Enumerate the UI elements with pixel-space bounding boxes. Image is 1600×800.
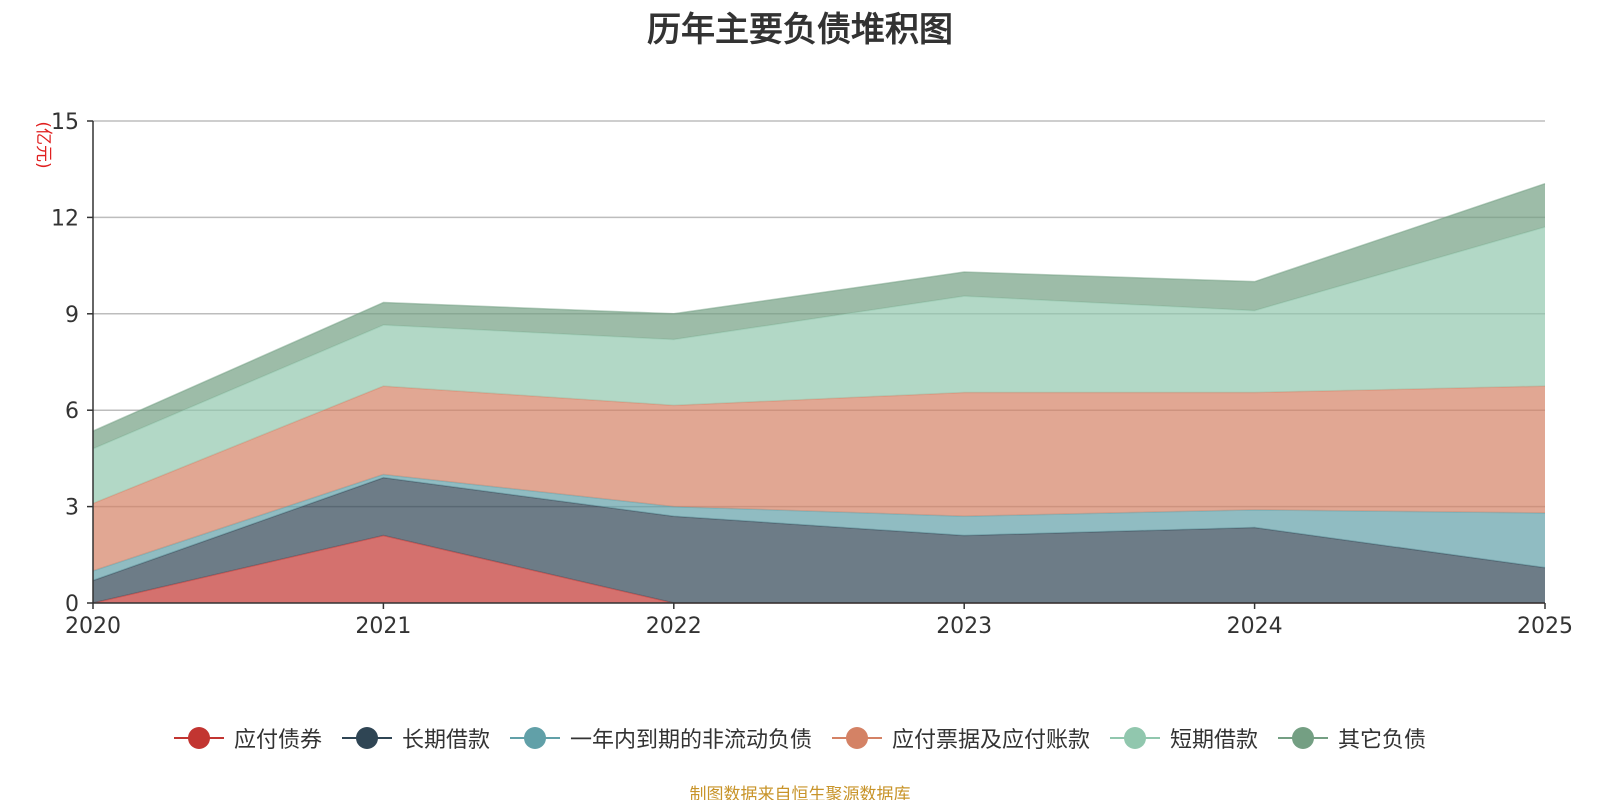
chart-title: 历年主要负债堆积图 [647, 10, 953, 50]
area-line-series-4 [92, 226, 1546, 450]
legend-label: 一年内到期的非流动负债 [569, 728, 812, 753]
legend-item-4[interactable]: 短期借款 [1110, 722, 1258, 754]
area-series-0 [93, 535, 1545, 603]
y-tick-label-6: 6 [65, 399, 79, 424]
area-line-series-5 [92, 182, 1546, 432]
legend-marker-icon [173, 727, 224, 749]
y-tick-label-9: 9 [65, 303, 79, 328]
x-tick-label-2020: 2020 [65, 614, 121, 639]
legend-item-1[interactable]: 长期借款 [341, 722, 490, 754]
axis-layer: 0 3 6 9 12 15 2020 2021 2022 2023 2024 2025 [51, 110, 1573, 639]
legend-marker-icon [832, 727, 882, 749]
legend-label: 应付债券 [233, 728, 322, 753]
legend-item-5[interactable]: 其它负债 [1278, 722, 1426, 754]
legend: 应付债券 长期借款 一年内到期的非流动负债 应付票据及应付账款 短期借款 其它负债 [0, 722, 1600, 754]
legend-item-3[interactable]: 应付票据及应付账款 [832, 722, 1090, 754]
y-tick-label-3: 3 [65, 496, 79, 521]
legend-marker-icon [509, 727, 560, 749]
legend-label: 应付票据及应付账款 [892, 728, 1091, 753]
legend-marker-icon [1110, 727, 1161, 749]
legend-label: 长期借款 [401, 728, 490, 753]
legend-marker-icon [341, 727, 392, 749]
source-note: 制图数据来自恒生聚源数据库 [689, 785, 911, 800]
x-tick-label-2025: 2025 [1517, 614, 1573, 639]
area-series-1 [93, 477, 1545, 603]
area-series-3 [93, 386, 1545, 571]
x-tick-label-2022: 2022 [646, 614, 702, 639]
legend-item-2[interactable]: 一年内到期的非流动负债 [509, 722, 812, 754]
y-tick-label-15: 15 [51, 110, 79, 135]
y-tick-label-0: 0 [65, 592, 79, 617]
legend-item-0[interactable]: 应付债券 [173, 722, 322, 754]
x-tick-label-2021: 2021 [355, 614, 411, 639]
legend-marker-icon [1278, 727, 1329, 749]
legend-label: 短期借款 [1170, 728, 1259, 753]
legend-label: 其它负债 [1338, 728, 1427, 753]
area-series-2 [93, 474, 1545, 581]
area-series-4 [93, 227, 1545, 504]
area-series-5 [93, 183, 1545, 449]
area-layer [92, 182, 1546, 604]
y-axis-label: (亿元) [33, 121, 53, 168]
area-line-series-3 [92, 385, 1546, 505]
x-tick-label-2024: 2024 [1227, 614, 1283, 639]
y-tick-label-12: 12 [51, 206, 79, 231]
x-tick-label-2023: 2023 [936, 614, 992, 639]
